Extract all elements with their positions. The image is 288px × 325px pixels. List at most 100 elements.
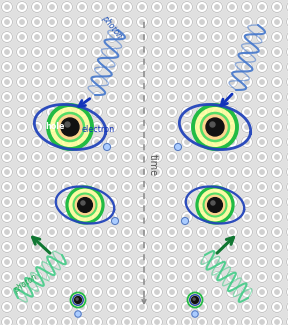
Circle shape xyxy=(137,92,147,102)
Circle shape xyxy=(272,166,283,177)
Circle shape xyxy=(137,197,147,207)
Circle shape xyxy=(230,155,234,159)
Circle shape xyxy=(16,46,27,58)
Circle shape xyxy=(122,317,132,325)
Circle shape xyxy=(50,95,54,99)
Circle shape xyxy=(215,200,219,204)
Circle shape xyxy=(35,110,39,114)
Circle shape xyxy=(151,107,162,118)
Circle shape xyxy=(92,122,103,133)
Circle shape xyxy=(65,110,69,114)
Circle shape xyxy=(245,155,249,159)
Circle shape xyxy=(92,136,103,148)
Circle shape xyxy=(125,275,129,279)
Circle shape xyxy=(170,35,174,39)
Circle shape xyxy=(16,17,27,28)
Circle shape xyxy=(140,155,144,159)
Circle shape xyxy=(170,20,174,24)
Circle shape xyxy=(80,125,84,129)
Circle shape xyxy=(92,46,103,58)
Circle shape xyxy=(107,32,118,43)
Circle shape xyxy=(16,76,27,87)
Circle shape xyxy=(137,107,147,118)
Circle shape xyxy=(92,92,103,102)
Circle shape xyxy=(200,110,204,114)
Circle shape xyxy=(275,245,279,249)
Circle shape xyxy=(257,302,268,313)
Circle shape xyxy=(122,151,132,162)
Circle shape xyxy=(257,287,268,297)
Circle shape xyxy=(137,241,147,253)
Circle shape xyxy=(155,35,159,39)
Circle shape xyxy=(245,290,249,294)
Circle shape xyxy=(200,320,204,324)
Circle shape xyxy=(92,151,103,162)
Circle shape xyxy=(211,302,223,313)
Circle shape xyxy=(196,122,207,133)
Circle shape xyxy=(260,35,264,39)
Circle shape xyxy=(80,290,84,294)
Circle shape xyxy=(226,287,238,297)
Circle shape xyxy=(65,275,69,279)
Circle shape xyxy=(46,92,58,102)
Circle shape xyxy=(5,230,9,234)
Circle shape xyxy=(62,197,73,207)
Circle shape xyxy=(107,256,118,267)
Circle shape xyxy=(196,271,207,282)
Circle shape xyxy=(107,317,118,325)
Circle shape xyxy=(226,107,238,118)
Circle shape xyxy=(110,185,114,189)
Circle shape xyxy=(95,260,99,264)
Circle shape xyxy=(185,20,189,24)
Circle shape xyxy=(95,65,99,69)
Circle shape xyxy=(166,17,177,28)
Circle shape xyxy=(35,50,39,54)
Circle shape xyxy=(92,227,103,238)
Circle shape xyxy=(110,290,114,294)
Circle shape xyxy=(137,46,147,58)
Circle shape xyxy=(151,317,162,325)
Text: time: time xyxy=(148,154,158,176)
Circle shape xyxy=(35,170,39,174)
Circle shape xyxy=(196,166,207,177)
Circle shape xyxy=(16,241,27,253)
Circle shape xyxy=(272,151,283,162)
Circle shape xyxy=(211,17,223,28)
Circle shape xyxy=(181,212,192,223)
Circle shape xyxy=(230,35,234,39)
Circle shape xyxy=(95,305,99,309)
Circle shape xyxy=(245,5,249,9)
Circle shape xyxy=(151,197,162,207)
Circle shape xyxy=(125,5,129,9)
Circle shape xyxy=(257,241,268,253)
Circle shape xyxy=(155,290,159,294)
Circle shape xyxy=(260,50,264,54)
Circle shape xyxy=(257,61,268,72)
Circle shape xyxy=(77,17,88,28)
Circle shape xyxy=(257,107,268,118)
Circle shape xyxy=(287,136,288,148)
Circle shape xyxy=(125,305,129,309)
Circle shape xyxy=(80,170,84,174)
Circle shape xyxy=(185,275,189,279)
Circle shape xyxy=(272,17,283,28)
Circle shape xyxy=(166,92,177,102)
Circle shape xyxy=(200,125,204,129)
Circle shape xyxy=(92,271,103,282)
Circle shape xyxy=(226,32,238,43)
Circle shape xyxy=(196,227,207,238)
Circle shape xyxy=(125,80,129,84)
Circle shape xyxy=(16,212,27,223)
Circle shape xyxy=(170,245,174,249)
Circle shape xyxy=(72,294,84,306)
Circle shape xyxy=(230,20,234,24)
Circle shape xyxy=(200,5,204,9)
Circle shape xyxy=(242,212,253,223)
Circle shape xyxy=(80,20,84,24)
Circle shape xyxy=(92,61,103,72)
Circle shape xyxy=(92,287,103,297)
Circle shape xyxy=(170,125,174,129)
Circle shape xyxy=(31,32,43,43)
Circle shape xyxy=(50,185,54,189)
Circle shape xyxy=(166,302,177,313)
